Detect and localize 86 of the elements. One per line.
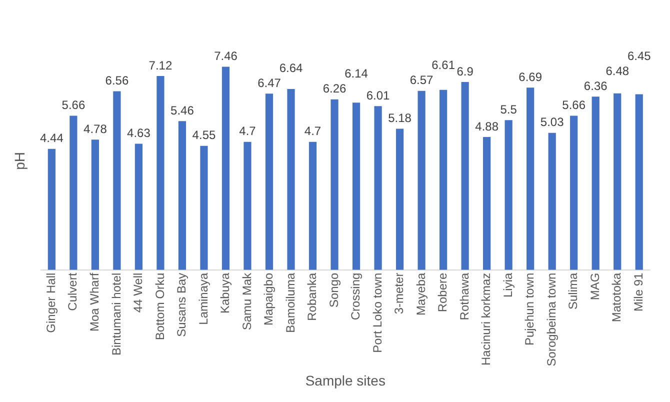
bar [635,94,643,270]
data-label: 4.63 [127,126,151,140]
bar [113,91,121,270]
bar [440,90,448,270]
x-tick-label: Pujehun town [522,272,537,346]
data-label: 6.64 [279,60,304,75]
bar [91,140,99,270]
data-label: 6.61 [432,58,456,72]
bar [504,120,512,270]
data-label: 5.5 [500,102,518,116]
x-axis-title: Sample sites [305,372,386,388]
bar [614,93,622,270]
x-tick-label: Kabuya [218,272,232,314]
data-label: 5.66 [62,98,86,112]
data-label: 6.47 [258,76,282,90]
bar [134,144,143,270]
data-label: 4.78 [84,122,108,136]
bar [222,66,230,270]
x-tick-label: Sulima [566,272,580,310]
x-tick-label: Culvert [66,272,80,311]
bar [592,96,600,270]
data-label: 6.01 [366,88,390,102]
x-tick-label: 44 Well [131,272,146,313]
bar [48,148,56,270]
bar [156,76,164,270]
bar [244,142,252,270]
data-label: 6.69 [518,70,542,84]
data-label: 4.44 [40,131,64,146]
data-label: 5.46 [170,103,194,118]
data-label: 6.36 [584,78,608,93]
x-tick-label: Liyia [500,272,515,298]
data-label: 6.14 [344,66,368,81]
data-label: 4.7 [304,124,322,138]
x-tick-label: Sorogbeima town [544,272,558,366]
data-label: 5.03 [540,115,564,130]
x-tick-label: Bottom Orku [152,272,167,340]
bar [483,136,491,270]
bar [287,89,295,270]
bar [396,128,404,270]
x-tick-label: Songo [326,272,341,308]
bar [308,142,317,270]
x-tick-label: Samu Mak [240,272,254,330]
data-label: 6.26 [322,82,347,96]
bar [461,82,469,270]
bar [265,94,274,270]
y-axis-title: pH [11,152,28,170]
data-label: 5.66 [562,98,586,112]
bar [548,132,556,270]
x-tick-label: MAG [588,272,602,300]
bar [352,102,360,270]
x-tick-label: Mile 91 [631,272,646,312]
x-tick-label: Rothawa [457,272,472,320]
x-tick-label: Susans Bay [174,272,189,337]
data-label: 7.46 [214,49,238,64]
x-tick-label: Mayeba [414,272,428,316]
x-tick-label: Crossing [348,272,363,320]
data-label: 4.88 [475,119,499,134]
x-tick-label: Port Loko town [370,272,384,353]
data-label: 6.48 [606,64,630,78]
bar [200,146,208,270]
bar [374,106,382,270]
data-label: 6.45 [627,48,652,63]
bar [330,99,338,270]
bar [178,121,186,270]
bar [70,116,78,270]
data-label: 4.55 [192,128,216,142]
data-label: 7.12 [148,58,172,72]
data-label: 6.56 [105,74,129,88]
x-tick-label: Ginger Hall [44,272,58,333]
x-tick-label: Bamoiluma [283,272,298,333]
bar [570,116,578,270]
x-tick-label: Moa Wharf [88,272,102,332]
x-tick-label: Robere [436,272,450,312]
data-label: 4.7 [239,124,256,138]
x-tick-label: Robanka [305,272,320,321]
x-tick-label: 3-meter [392,272,406,314]
x-tick-label: Bintumani hotel [109,272,124,356]
x-tick-label: Laminaya [196,272,210,325]
bar [418,90,426,270]
data-label: 6.9 [456,64,474,78]
data-label: 5.18 [388,111,412,126]
bar [526,88,534,270]
x-tick-label: Mapaigbo [262,272,276,326]
x-tick-label: Hacinuri korkmaz [479,272,494,366]
x-tick-label: Matotoka [610,272,624,322]
data-label: 6.57 [410,73,434,88]
